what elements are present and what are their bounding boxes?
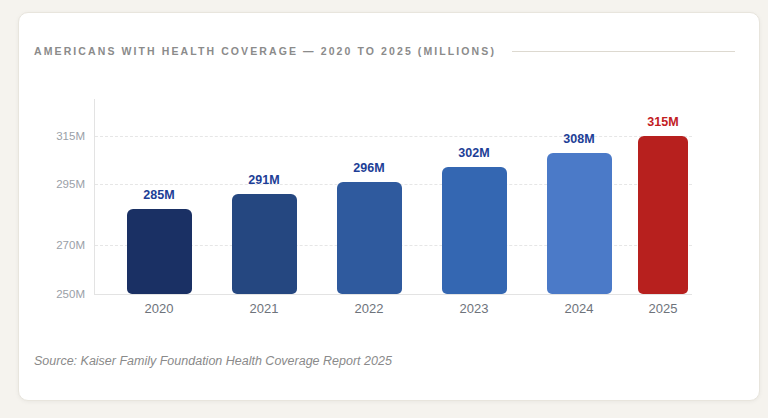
chart-card: AMERICANS WITH HEALTH COVERAGE — 2020 TO…: [18, 12, 760, 401]
value-label-2021: 291M: [224, 174, 304, 187]
bar-2023: [442, 167, 507, 294]
y-tick-295M: 295M: [37, 178, 85, 190]
chart-title: AMERICANS WITH HEALTH COVERAGE — 2020 TO…: [34, 45, 496, 57]
x-tick-2022: 2022: [329, 302, 409, 316]
bar-2025: [638, 136, 688, 294]
x-tick-2020: 2020: [119, 302, 199, 316]
y-tick-315M: 315M: [37, 130, 85, 142]
value-label-2023: 302M: [434, 147, 514, 160]
chart-header: AMERICANS WITH HEALTH COVERAGE — 2020 TO…: [34, 43, 735, 59]
plot-area: 315M295M270M250M285M2020291M2021296M2022…: [94, 99, 692, 295]
bar-2021: [232, 194, 297, 294]
x-tick-2024: 2024: [539, 302, 619, 316]
y-tick-270M: 270M: [37, 239, 85, 251]
y-tick-250M: 250M: [37, 288, 85, 300]
bar-2024: [547, 153, 612, 294]
page-background: { "header": { "title": "AMERICANS WITH H…: [0, 0, 768, 418]
value-label-2024: 308M: [539, 133, 619, 146]
bar-2022: [337, 182, 402, 294]
x-tick-2023: 2023: [434, 302, 514, 316]
source-note: Source: Kaiser Family Foundation Health …: [34, 354, 392, 368]
value-label-2020: 285M: [119, 189, 199, 202]
bar-2020: [127, 209, 192, 294]
x-tick-2021: 2021: [224, 302, 304, 316]
value-label-2025: 315M: [623, 116, 703, 129]
x-tick-2025: 2025: [623, 302, 703, 316]
value-label-2022: 296M: [329, 162, 409, 175]
title-divider: [512, 51, 735, 52]
